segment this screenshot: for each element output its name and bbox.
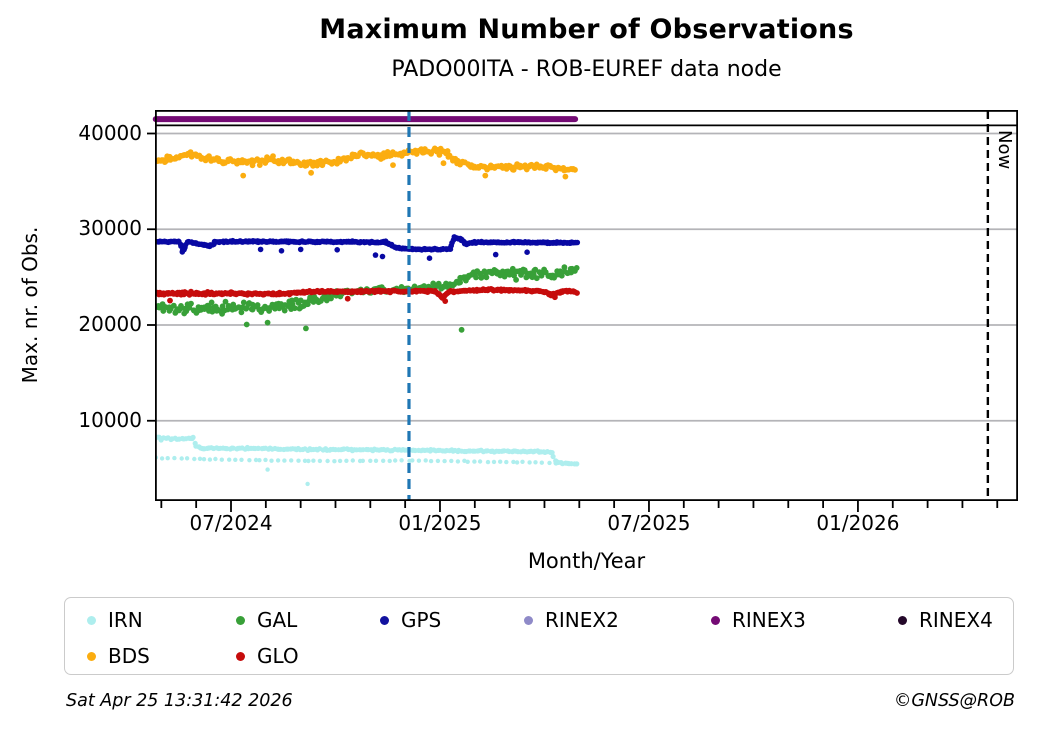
legend-grid: IRN GAL GPS RINEX2 RINEX3 RINEX4 BDS GLO bbox=[65, 598, 1013, 670]
legend-marker-glo bbox=[236, 651, 245, 661]
legend-label: RINEX3 bbox=[732, 608, 806, 632]
legend-item-glo: GLO bbox=[236, 642, 380, 670]
y-tick-label: 20000 bbox=[78, 312, 142, 336]
legend-item-rinex2: RINEX2 bbox=[524, 606, 711, 634]
plot-area bbox=[147, 110, 1018, 512]
legend-item-irn: IRN bbox=[87, 606, 236, 634]
x-tick-label: 07/2024 bbox=[189, 511, 273, 535]
legend-label: RINEX4 bbox=[919, 608, 993, 632]
now-annotation-label: Now bbox=[993, 130, 1015, 170]
legend-item-gal: GAL bbox=[236, 606, 380, 634]
x-axis-label: Month/Year bbox=[527, 549, 646, 573]
x-tick-label: 07/2025 bbox=[607, 511, 691, 535]
legend-label: RINEX2 bbox=[545, 608, 619, 632]
legend-item-rinex3: RINEX3 bbox=[711, 606, 898, 634]
legend-label: GLO bbox=[257, 644, 299, 668]
y-tick-label: 30000 bbox=[78, 216, 142, 241]
legend-item-gps: GPS bbox=[380, 606, 524, 634]
legend-item-rinex4: RINEX4 bbox=[898, 606, 1013, 634]
x-tick-label: 01/2026 bbox=[816, 511, 900, 535]
legend-marker-rinex2 bbox=[524, 615, 533, 625]
y-tick-label: 40000 bbox=[78, 120, 142, 145]
legend-label: GPS bbox=[401, 608, 442, 632]
legend: IRN GAL GPS RINEX2 RINEX3 RINEX4 BDS GLO bbox=[64, 597, 1014, 675]
legend-marker-irn bbox=[87, 615, 96, 625]
legend-label: BDS bbox=[108, 644, 150, 668]
legend-marker-gal bbox=[236, 615, 245, 625]
legend-label: IRN bbox=[108, 608, 143, 632]
legend-marker-rinex3 bbox=[711, 615, 720, 625]
chart-title: Maximum Number of Observations bbox=[319, 14, 854, 45]
legend-marker-bds bbox=[87, 651, 96, 661]
y-tick-label: 10000 bbox=[78, 407, 142, 432]
legend-item-bds: BDS bbox=[87, 642, 236, 670]
y-axis-label: Max. nr. of Obs. bbox=[18, 226, 42, 384]
x-tick-label: 01/2025 bbox=[398, 511, 482, 535]
legend-label: GAL bbox=[257, 608, 298, 632]
copyright: ©GNSS@ROB bbox=[893, 691, 1015, 711]
chart-subtitle: PADO00ITA - ROB-EUREF data node bbox=[391, 57, 782, 82]
legend-marker-rinex4 bbox=[898, 615, 907, 625]
legend-marker-gps bbox=[380, 615, 389, 625]
timestamp: Sat Apr 25 13:31:42 2026 bbox=[66, 691, 293, 711]
